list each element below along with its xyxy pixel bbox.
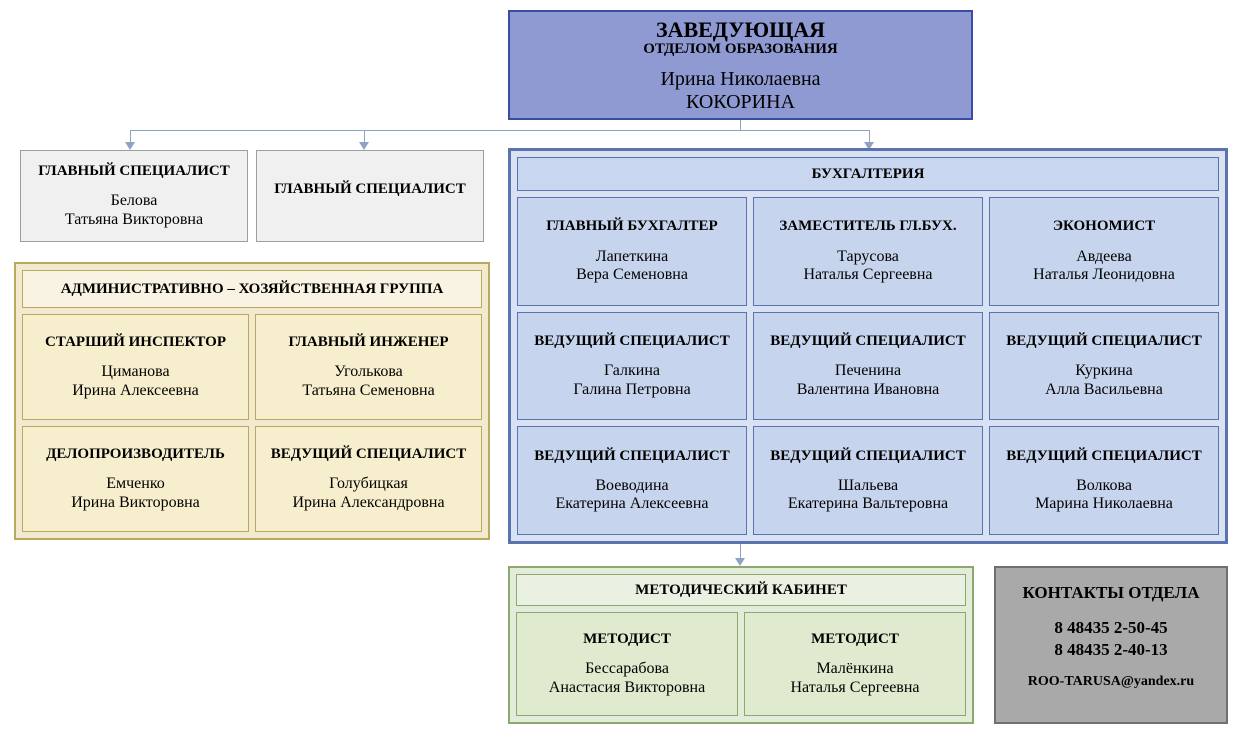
contacts-box: КОНТАКТЫ ОТДЕЛА 8 48435 2-50-45 8 48435 … — [994, 566, 1228, 724]
person-name: Татьяна Викторовна — [65, 211, 203, 229]
role-label: ЭКОНОМИСТ — [1053, 218, 1155, 235]
org-card: ВЕДУЩИЙ СПЕЦИАЛИСТ ВоеводинаЕкатерина Але… — [517, 426, 747, 535]
person-name: Наталья Леонидовна — [1033, 266, 1175, 284]
org-card: ГЛАВНЫЙ БУХГАЛТЕР ЛапеткинаВера Семеновна — [517, 197, 747, 306]
role-label: ЗАМЕСТИТЕЛЬ ГЛ.БУХ. — [779, 218, 956, 235]
head-surname: КОКОРИНА — [510, 91, 971, 114]
arrow-icon — [125, 142, 135, 150]
head-name: Ирина Николаевна — [510, 68, 971, 91]
connector — [130, 130, 870, 131]
role-label: МЕТОДИСТ — [583, 631, 671, 648]
org-card: ДЕЛОПРОИЗВОДИТЕЛЬ ЕмченкоИрина Викторовна — [22, 426, 249, 532]
specialist-card: ГЛАВНЫЙ СПЕЦИАЛИСТ — [256, 150, 484, 242]
role-label: ВЕДУЩИЙ СПЕЦИАЛИСТ — [534, 448, 729, 465]
role-label: ВЕДУЩИЙ СПЕЦИАЛИСТ — [534, 333, 729, 350]
org-card: ЗАМЕСТИТЕЛЬ ГЛ.БУХ. ТарусоваНаталья Серге… — [753, 197, 983, 306]
method-group-title: МЕТОДИЧЕСКИЙ КАБИНЕТ — [516, 574, 966, 606]
org-card: СТАРШИЙ ИНСПЕКТОР ЦимановаИрина Алексеевн… — [22, 314, 249, 420]
org-card: МЕТОДИСТ МалёнкинаНаталья Сергеевна — [744, 612, 966, 716]
arrow-icon — [359, 142, 369, 150]
role-label: ВЕДУЩИЙ СПЕЦИАЛИСТ — [271, 446, 466, 463]
org-card: ЭКОНОМИСТ АвдееваНаталья Леонидовна — [989, 197, 1219, 306]
person-name: Шальева — [838, 477, 898, 495]
method-group: МЕТОДИЧЕСКИЙ КАБИНЕТ МЕТОДИСТ Бессарабова… — [508, 566, 974, 724]
head-title: ЗАВЕДУЮЩАЯ — [510, 18, 971, 41]
role-label: ВЕДУЩИЙ СПЕЦИАЛИСТ — [1006, 333, 1201, 350]
person-name: Татьяна Семеновна — [302, 382, 434, 400]
org-card: ВЕДУЩИЙ СПЕЦИАЛИСТ ШальеваЕкатерина Вальт… — [753, 426, 983, 535]
specialist-card: ГЛАВНЫЙ СПЕЦИАЛИСТ Белова Татьяна Виктор… — [20, 150, 248, 242]
person-name: Ирина Алексеевна — [72, 382, 199, 400]
person-name: Тарусова — [837, 248, 899, 266]
person-name: Валентина Ивановна — [797, 381, 940, 399]
person-name: Волкова — [1076, 477, 1132, 495]
org-card: ВЕДУЩИЙ СПЕЦИАЛИСТ ГалкинаГалина Петровна — [517, 312, 747, 421]
head-node: ЗАВЕДУЮЩАЯ ОТДЕЛОМ ОБРАЗОВАНИЯ Ирина Ник… — [508, 10, 973, 120]
role-label: ВЕДУЩИЙ СПЕЦИАЛИСТ — [1006, 448, 1201, 465]
role-label: ГЛАВНЫЙ ИНЖЕНЕР — [288, 334, 448, 351]
person-name: Бессарабова — [585, 660, 669, 678]
org-card: ВЕДУЩИЙ СПЕЦИАЛИСТ ВолковаМарина Николаев… — [989, 426, 1219, 535]
person-name: Малёнкина — [816, 660, 893, 678]
person-name: Голубицкая — [329, 475, 408, 493]
role-label: ДЕЛОПРОИЗВОДИТЕЛЬ — [46, 446, 225, 463]
person-name: Наталья Сергеевна — [790, 679, 919, 697]
role-label: ВЕДУЩИЙ СПЕЦИАЛИСТ — [770, 333, 965, 350]
org-card: ВЕДУЩИЙ СПЕЦИАЛИСТ ГолубицкаяИрина Алекса… — [255, 426, 482, 532]
person-name: Белова — [111, 192, 158, 210]
connector — [740, 120, 741, 130]
method-cards: МЕТОДИСТБессарабоваАнастасия ВикторовнаМ… — [516, 612, 966, 716]
accounting-group: БУХГАЛТЕРИЯ ГЛАВНЫЙ БУХГАЛТЕР ЛапеткинаВе… — [508, 148, 1228, 544]
arrow-icon — [735, 558, 745, 566]
role-label: СТАРШИЙ ИНСПЕКТОР — [45, 334, 226, 351]
person-name: Алла Васильевна — [1045, 381, 1163, 399]
role-label: МЕТОДИСТ — [811, 631, 899, 648]
person-name: Куркина — [1075, 362, 1132, 380]
admin-group-title: АДМИНИСТРАТИВНО – ХОЗЯЙСТВЕННАЯ ГРУППА — [22, 270, 482, 308]
role-label: ВЕДУЩИЙ СПЕЦИАЛИСТ — [770, 448, 965, 465]
person-name: Вера Семеновна — [576, 266, 688, 284]
contacts-email: ROO-TARUSA@yandex.ru — [996, 674, 1226, 690]
person-name: Емченко — [106, 475, 165, 493]
accounting-group-title: БУХГАЛТЕРИЯ — [517, 157, 1219, 191]
person-name: Наталья Сергеевна — [803, 266, 932, 284]
admin-group: АДМИНИСТРАТИВНО – ХОЗЯЙСТВЕННАЯ ГРУППА С… — [14, 262, 490, 540]
person-name: Авдеева — [1076, 248, 1132, 266]
person-name: Циманова — [101, 363, 169, 381]
person-name: Печенина — [835, 362, 901, 380]
person-name: Лапеткина — [596, 248, 668, 266]
person-name: Галина Петровна — [573, 381, 690, 399]
org-card: МЕТОДИСТ БессарабоваАнастасия Викторовна — [516, 612, 738, 716]
person-name: Воеводина — [595, 477, 668, 495]
person-name: Марина Николаевна — [1035, 495, 1173, 513]
head-subtitle: ОТДЕЛОМ ОБРАЗОВАНИЯ — [510, 41, 971, 58]
org-card: ВЕДУЩИЙ СПЕЦИАЛИСТ ПеченинаВалентина Иван… — [753, 312, 983, 421]
role-label: ГЛАВНЫЙ СПЕЦИАЛИСТ — [274, 181, 465, 198]
contacts-phone: 8 48435 2-40-13 — [996, 639, 1226, 660]
person-name: Екатерина Алексеевна — [555, 495, 708, 513]
accounting-cards: ГЛАВНЫЙ БУХГАЛТЕР ЛапеткинаВера Семеновна… — [517, 197, 1219, 535]
person-name: Галкина — [604, 362, 660, 380]
person-name: Екатерина Вальтеровна — [788, 495, 948, 513]
admin-cards: СТАРШИЙ ИНСПЕКТОР ЦимановаИрина Алексеевн… — [22, 314, 482, 532]
contacts-title: КОНТАКТЫ ОТДЕЛА — [996, 582, 1226, 603]
person-name: Анастасия Викторовна — [549, 679, 705, 697]
org-card: ВЕДУЩИЙ СПЕЦИАЛИСТ КуркинаАлла Васильевна — [989, 312, 1219, 421]
org-card: ГЛАВНЫЙ ИНЖЕНЕР УгольковаТатьяна Семеновн… — [255, 314, 482, 420]
role-label: ГЛАВНЫЙ БУХГАЛТЕР — [546, 218, 717, 235]
person-name: Ирина Александровна — [292, 494, 444, 512]
person-name: Уголькова — [334, 363, 403, 381]
person-name: Ирина Викторовна — [71, 494, 200, 512]
contacts-phone: 8 48435 2-50-45 — [996, 617, 1226, 638]
role-label: ГЛАВНЫЙ СПЕЦИАЛИСТ — [38, 163, 229, 180]
